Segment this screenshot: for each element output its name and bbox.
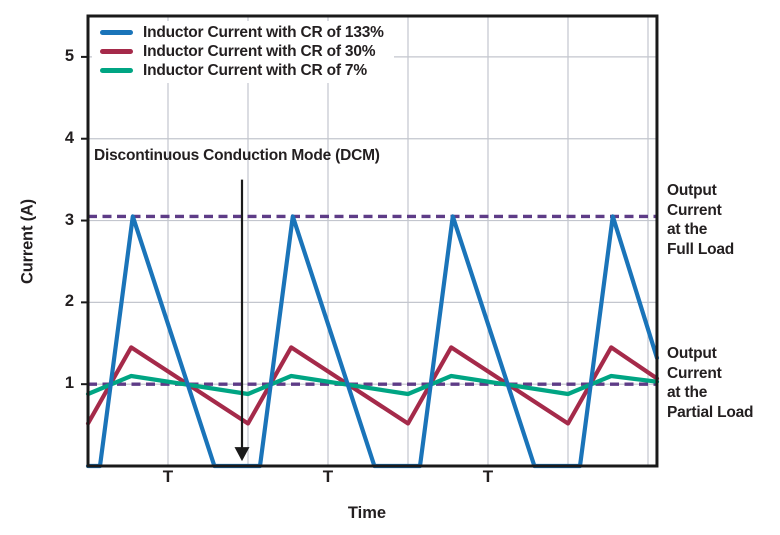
x-tick-label-T-2: T [322, 467, 334, 486]
legend-swatch-cr133-icon [100, 30, 133, 35]
x-tick-label-T-3: T [482, 467, 494, 486]
y-tick-label-1: 1 [64, 374, 74, 392]
full-load-label: Output Current at the Full Load [667, 182, 735, 258]
dcm-annotation: Discontinuous Conduction Mode (DCM) [94, 147, 380, 164]
series-cr30 [85, 345, 660, 426]
y-tick-label-2: 2 [64, 292, 74, 310]
legend-item-cr30: Inductor Current with CR of 30% [100, 42, 384, 61]
y-axis-label: Current (A) [18, 199, 37, 284]
y-tick-label-5: 5 [64, 47, 74, 65]
legend-swatch-cr30-icon [100, 49, 133, 54]
legend: Inductor Current with CR of 133% Inducto… [92, 21, 394, 83]
series-cr7 [85, 373, 660, 397]
plot-border [86, 14, 659, 468]
legend-label-cr7: Inductor Current with CR of 7% [143, 61, 367, 79]
series-cr133 [85, 214, 660, 469]
y-tick-label-4: 4 [64, 129, 74, 147]
legend-label-cr133: Inductor Current with CR of 133% [143, 23, 384, 41]
dcm-arrowhead-icon [234, 447, 250, 462]
legend-label-cr30: Inductor Current with CR of 30% [143, 42, 376, 60]
legend-item-cr133: Inductor Current with CR of 133% [100, 23, 384, 42]
y-tick-label-3: 3 [64, 211, 74, 229]
x-tick-label-T-1: T [162, 467, 174, 486]
partial-load-label: Output Current at the Partial Load [667, 345, 754, 421]
legend-swatch-cr7-icon [100, 68, 133, 73]
legend-item-cr7: Inductor Current with CR of 7% [100, 61, 384, 80]
x-axis-label: Time [347, 504, 387, 522]
